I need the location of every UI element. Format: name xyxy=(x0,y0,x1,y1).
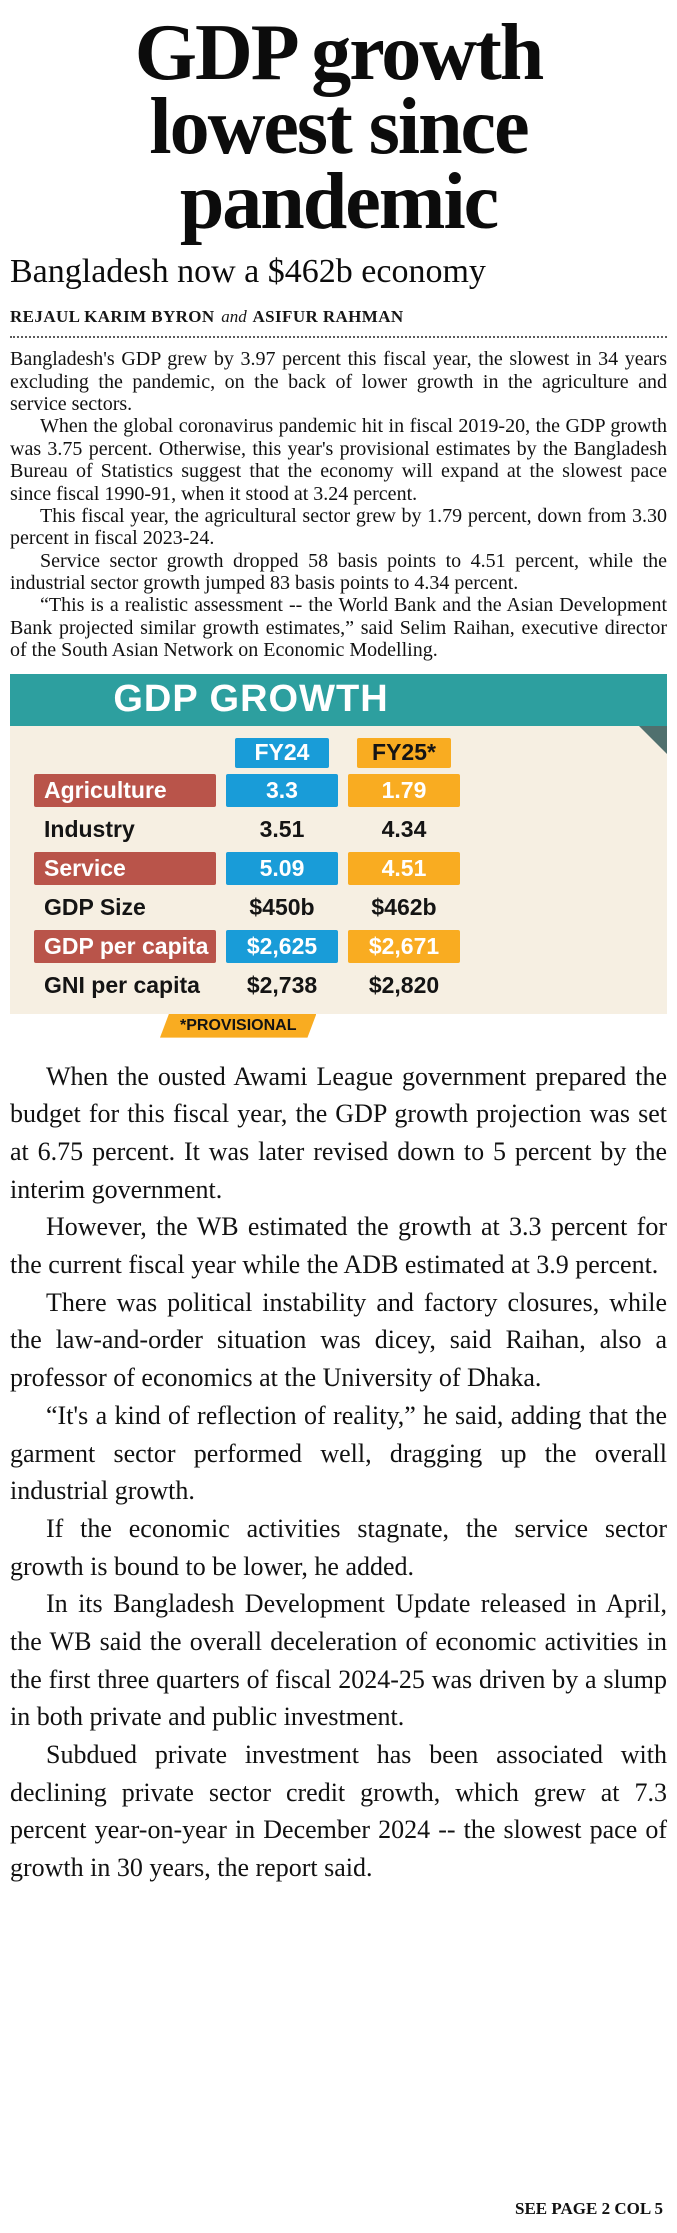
headline-line-3: pandemic xyxy=(179,157,499,246)
infographic-panel: FY24 FY25* Agriculture 3.3 1.79 Industry… xyxy=(10,725,667,1014)
value-agriculture-fy25: 1.79 xyxy=(348,773,460,807)
byline: REJAUL KARIM BYRON and ASIFUR RAHMAN xyxy=(10,307,667,327)
value-gdp-size-fy25: $462b xyxy=(371,893,437,920)
paragraph: Subdued private investment has been asso… xyxy=(10,1740,667,1883)
paragraph: However, the WB estimated the growth at … xyxy=(10,1212,667,1280)
value-agriculture-fy24: 3.3 xyxy=(226,773,338,807)
gdp-table: FY24 FY25* Agriculture 3.3 1.79 Industry… xyxy=(34,737,651,1002)
value-industry-fy25: 4.34 xyxy=(381,815,427,842)
paragraph: In its Bangladesh Development Update rel… xyxy=(10,1589,667,1732)
byline-author-1: REJAUL KARIM BYRON xyxy=(10,307,215,327)
paragraph: “It's a kind of reflection of reality,” … xyxy=(10,1400,667,1506)
page-title: GDP growth lowest since pandemic xyxy=(10,9,667,246)
row-label-gdp-size: GDP Size xyxy=(44,893,146,920)
continuation-note: SEE PAGE 2 COL 5 xyxy=(515,2199,663,2218)
paragraph: This fiscal year, the agricultural secto… xyxy=(10,504,667,550)
paragraph: When the ousted Awami League government … xyxy=(10,1061,667,1204)
row-label-service: Service xyxy=(34,851,216,885)
provisional-ribbon: *PROVISIONAL xyxy=(160,1014,316,1038)
gdp-growth-infographic: GDP GROWTH FY24 FY25* Agriculture 3.3 1.… xyxy=(10,673,667,1038)
page-fold-decoration xyxy=(639,725,667,754)
dotted-divider xyxy=(10,336,667,339)
infographic-title: GDP GROWTH xyxy=(113,678,389,721)
headline-line-2: lowest since xyxy=(149,83,529,172)
row-label-industry: Industry xyxy=(44,815,135,842)
article-body-bottom: When the ousted Awami League government … xyxy=(10,1058,667,1887)
paragraph: Bangladesh's GDP grew by 3.97 percent th… xyxy=(10,348,667,415)
value-gdp-per-capita-fy24: $2,625 xyxy=(226,929,338,963)
column-header-fy24: FY24 xyxy=(235,737,329,768)
row-label-gdp-per-capita: GDP per capita xyxy=(34,929,216,963)
value-gdp-per-capita-fy25: $2,671 xyxy=(348,929,460,963)
value-gdp-size-fy24: $450b xyxy=(249,893,315,920)
headline-line-1: GDP growth xyxy=(134,9,544,97)
value-service-fy24: 5.09 xyxy=(226,851,338,885)
paragraph: If the economic activities stagnate, the… xyxy=(10,1513,667,1581)
subheadline: Bangladesh now a $462b economy xyxy=(10,253,486,291)
paragraph: There was political instability and fact… xyxy=(10,1287,667,1393)
value-gni-per-capita-fy24: $2,738 xyxy=(246,971,318,998)
column-header-fy25: FY25* xyxy=(357,737,451,768)
value-gni-per-capita-fy25: $2,820 xyxy=(368,971,440,998)
infographic-title-bar: GDP GROWTH xyxy=(10,673,667,726)
byline-author-2: ASIFUR RAHMAN xyxy=(252,307,404,327)
infographic-footnote-row: *PROVISIONAL xyxy=(10,1014,667,1038)
row-label-agriculture: Agriculture xyxy=(34,773,216,807)
paragraph: “This is a realistic assessment -- the W… xyxy=(10,594,667,662)
row-label-gni-per-capita: GNI per capita xyxy=(44,971,200,998)
value-industry-fy24: 3.51 xyxy=(259,815,305,842)
paragraph: When the global coronavirus pandemic hit… xyxy=(10,415,667,505)
byline-connector: and xyxy=(221,307,247,327)
value-service-fy25: 4.51 xyxy=(348,851,460,885)
paragraph: Service sector growth dropped 58 basis p… xyxy=(10,549,667,595)
article-body-top: Bangladesh's GDP grew by 3.97 percent th… xyxy=(10,348,667,661)
